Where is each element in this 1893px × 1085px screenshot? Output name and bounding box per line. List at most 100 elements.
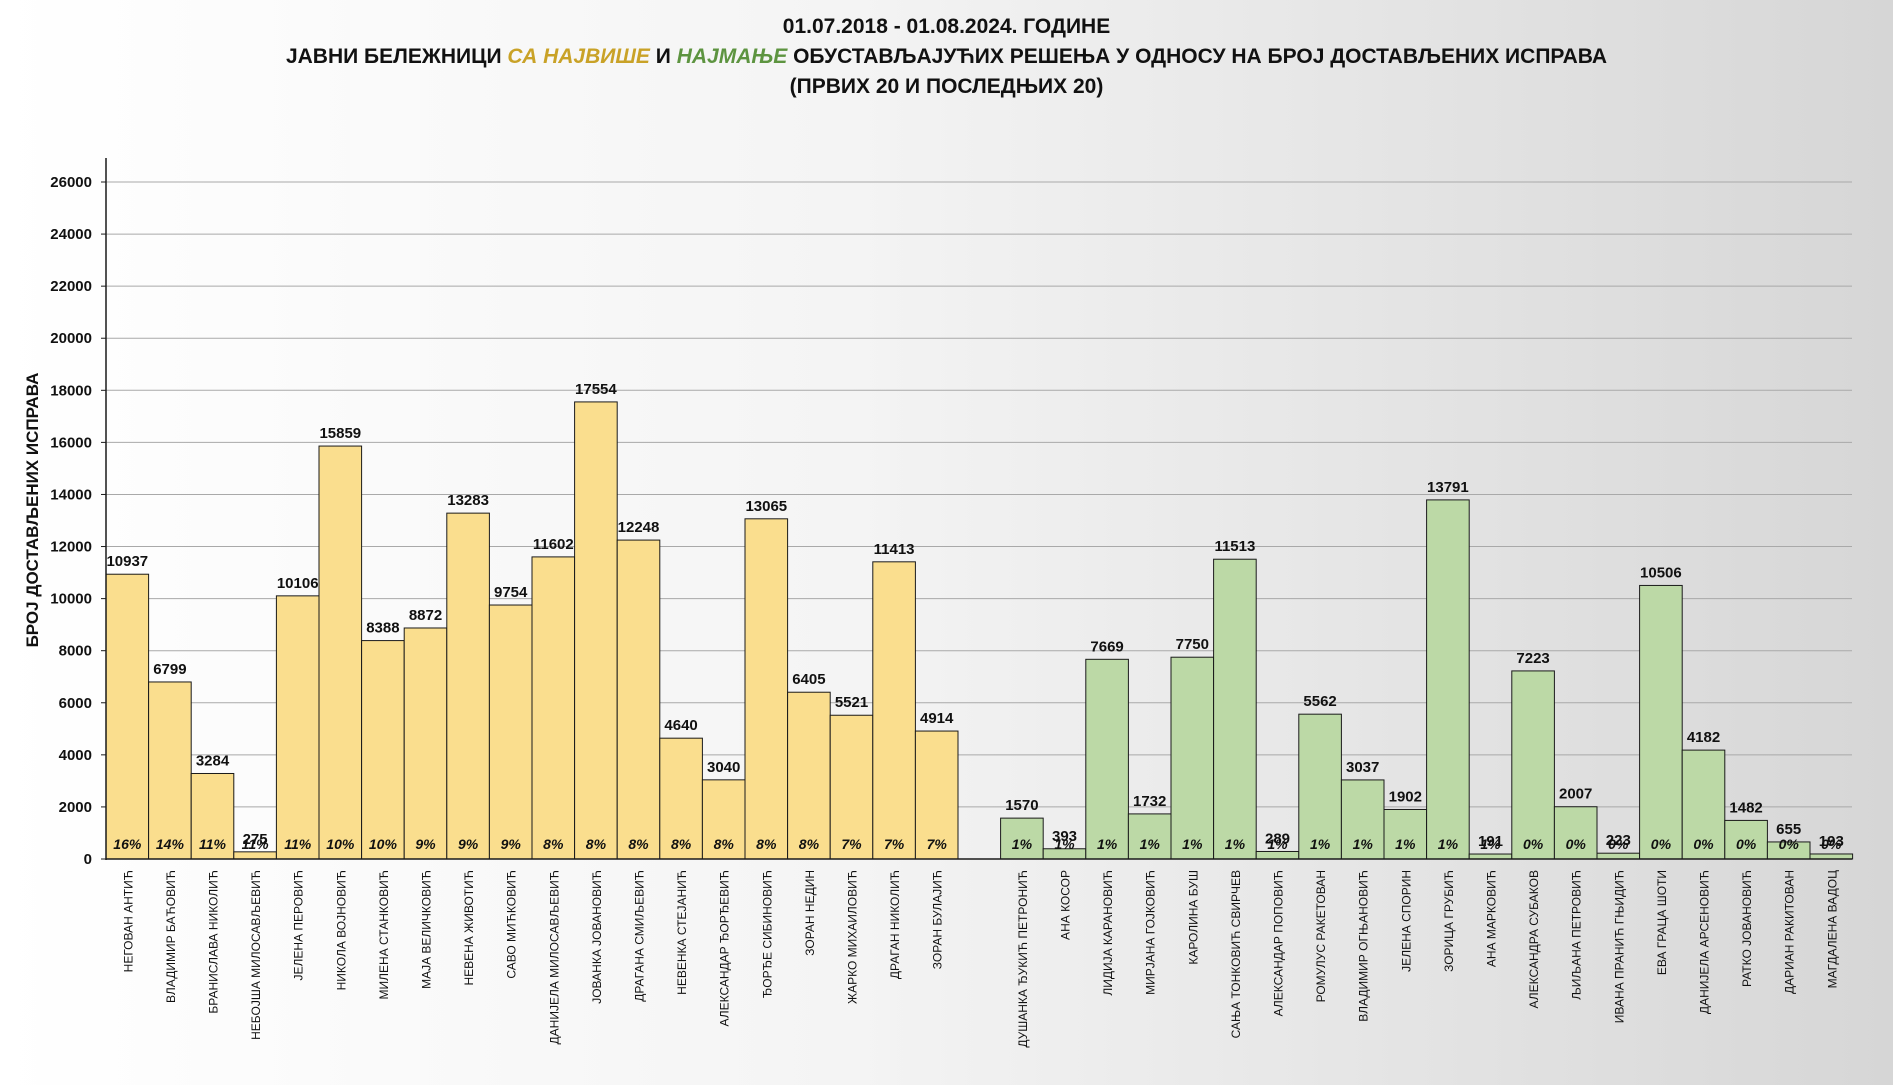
bar-percent-label: 1% — [1353, 836, 1374, 852]
bar — [1000, 817, 1044, 860]
bar-percent-label: 1% — [1267, 836, 1288, 852]
bar-percent-label: 0% — [1523, 836, 1544, 852]
bar-value-label: 4640 — [664, 717, 697, 734]
y-axis-title: БРОЈ ДОСТАВЉЕНИХ ИСПРАВА — [23, 373, 42, 648]
x-category-label: ЉИЉАНА ПЕТРОВИЋ — [1570, 870, 1584, 1000]
bar-value-label: 393 — [1052, 828, 1077, 845]
grid-layer: 0 2000 4000 6000 8000 10000 12000 14000 16000 180… — [50, 174, 1852, 868]
x-category-label: ЗОРАН НЕДИН — [803, 870, 817, 956]
y-tick-label: 12000 — [50, 539, 92, 556]
x-category-label: МИЛЕНА СТАНКОВИЋ — [377, 870, 391, 999]
bar-percent-label: 8% — [628, 836, 649, 852]
x-category-label: ЈЕЛЕНА СПОРИН — [1399, 870, 1413, 972]
bar-value-label: 13283 — [447, 492, 489, 509]
y-tick-label: 16000 — [50, 434, 92, 451]
bar — [318, 445, 363, 860]
bar-percent-label: 0% — [1651, 836, 1672, 852]
x-category-label: ДУШАНКА ЂУКИЋ ПЕТРОНИЋ — [1016, 870, 1030, 1048]
bar — [787, 691, 831, 860]
x-category-label: САВО МИЋКОВИЋ — [505, 870, 519, 979]
bar-value-label: 5562 — [1303, 693, 1336, 710]
bar-value-label: 10937 — [106, 553, 148, 570]
bar — [190, 772, 235, 860]
bar-value-label: 1482 — [1729, 799, 1762, 816]
x-category-label: МАЈА ВЕЛИЧКОВИЋ — [420, 870, 434, 989]
bar — [1596, 852, 1641, 860]
bar-value-label: 1570 — [1005, 797, 1038, 814]
y-tick-label: 26000 — [50, 174, 92, 191]
bar-percent-label: 10% — [369, 836, 398, 852]
bar-value-label: 2007 — [1559, 786, 1592, 803]
bar-percent-label: 1% — [1480, 836, 1501, 852]
x-category-label: РАТКО ЈОВАНОВИЋ — [1740, 870, 1754, 987]
x-category-label: ДАНИЈЕЛА МИЛОСАВЉЕВИЋ — [547, 870, 561, 1044]
bar — [574, 401, 618, 860]
bar-percent-label: 14% — [156, 836, 185, 852]
y-tick-label: 6000 — [59, 695, 92, 712]
bar — [105, 573, 150, 860]
x-category-label: ВЛАДИМИР БАЋОВИЋ — [164, 870, 178, 1003]
bar — [701, 779, 746, 860]
x-category-label: ЗОРИЦА ГРУБИЋ — [1442, 870, 1456, 972]
x-category-label: АЛЕКСАНДАР ПОПОВИЋ — [1272, 870, 1286, 1016]
bar-value-label: 191 — [1478, 833, 1503, 850]
bar-value-label: 6799 — [153, 661, 186, 678]
bar-percent-label: 9% — [458, 836, 479, 852]
bar — [446, 512, 490, 860]
bar-value-label: 4914 — [920, 710, 954, 727]
bar — [1085, 658, 1129, 860]
bar-value-label: 15859 — [319, 425, 361, 442]
x-category-label: ЛИДИЈА КАРАНОВИЋ — [1101, 870, 1115, 996]
bar-percent-label: 8% — [756, 836, 777, 852]
x-category-label: МИРЈАНА ГОЈКОВИЋ — [1144, 870, 1158, 995]
x-category-label: ЖАРКО МИХАИЛОВИЋ — [846, 870, 860, 1004]
bar-value-label: 8872 — [409, 607, 442, 624]
bar — [1809, 853, 1854, 860]
bar-value-label: 3040 — [707, 759, 740, 776]
bar-value-label: 3284 — [196, 752, 230, 769]
title-part-notaries: ЈАВНИ БЕЛЕЖНИЦИ — [285, 45, 508, 68]
x-category-label: ЈОВАНКА ЈОВАНОВИЋ — [590, 870, 604, 1004]
y-tick-label: 2000 — [59, 799, 92, 816]
bar-percent-label: 0% — [1821, 836, 1842, 852]
bar-percent-label: 1% — [1395, 836, 1416, 852]
bar-percent-label: 11% — [199, 836, 227, 852]
bar-value-label: 13065 — [745, 498, 787, 515]
bar — [1170, 656, 1215, 860]
title-line-1: 01.07.2018 - 01.08.2024. ГОДИНЕ — [782, 15, 1111, 38]
x-category-label: МАГДАЛЕНА ВАДОЦ — [1825, 870, 1839, 988]
bar — [829, 714, 874, 860]
bar-value-label: 4182 — [1687, 729, 1720, 746]
bar-value-label: 13791 — [1427, 479, 1469, 496]
x-category-label: НЕВЕНА ЖИВОТИЋ — [462, 870, 476, 986]
bar — [1639, 584, 1683, 860]
bar-value-label: 12248 — [618, 519, 660, 536]
title-part-rest: ОБУСТАВЉАЈУЋИХ РЕШЕЊА У ОДНОСУ НА БРОЈ Д… — [787, 45, 1608, 68]
bar-value-label: 7669 — [1090, 638, 1123, 655]
x-category-label: АЛЕКСАНДРА СУБАКОВ — [1527, 870, 1541, 1008]
bar — [1213, 558, 1257, 860]
x-category-label: ИВАНА ПРАНИЋ ГЊИДИЋ — [1612, 870, 1626, 1023]
bar-value-label: 8388 — [366, 620, 399, 637]
bar-value-label: 7223 — [1516, 650, 1549, 667]
bar-value-label: 655 — [1776, 821, 1801, 838]
chart-title: 01.07.2018 - 01.08.2024. ГОДИНЕ ЈАВНИ БЕ… — [0, 12, 1893, 102]
x-category-label: НЕГОВАН АНТИЋ — [121, 870, 135, 972]
bar-value-label: 10506 — [1640, 564, 1682, 581]
bar — [233, 851, 277, 860]
bar-percent-label: 10% — [326, 836, 355, 852]
bar-value-label: 1732 — [1133, 793, 1166, 810]
bar-value-label: 1902 — [1389, 788, 1422, 805]
bar-value-label: 7750 — [1176, 636, 1209, 653]
bar-percent-label: 7% — [884, 836, 905, 852]
bar-percent-label: 1% — [1310, 836, 1331, 852]
y-tick-label: 14000 — [50, 486, 92, 503]
label-layer: 10937 16% НЕГОВАН АНТИЋ 6799 14% ВЛАДИМИР БАЋ… — [106, 381, 1843, 1048]
bar-percent-label: 9% — [415, 836, 436, 852]
bar-value-label: 9754 — [494, 584, 528, 601]
bar — [1426, 499, 1470, 860]
bar-percent-label: 0% — [1736, 836, 1757, 852]
x-category-label: НЕВЕНКА СТЕЈАНИЋ — [675, 870, 689, 995]
